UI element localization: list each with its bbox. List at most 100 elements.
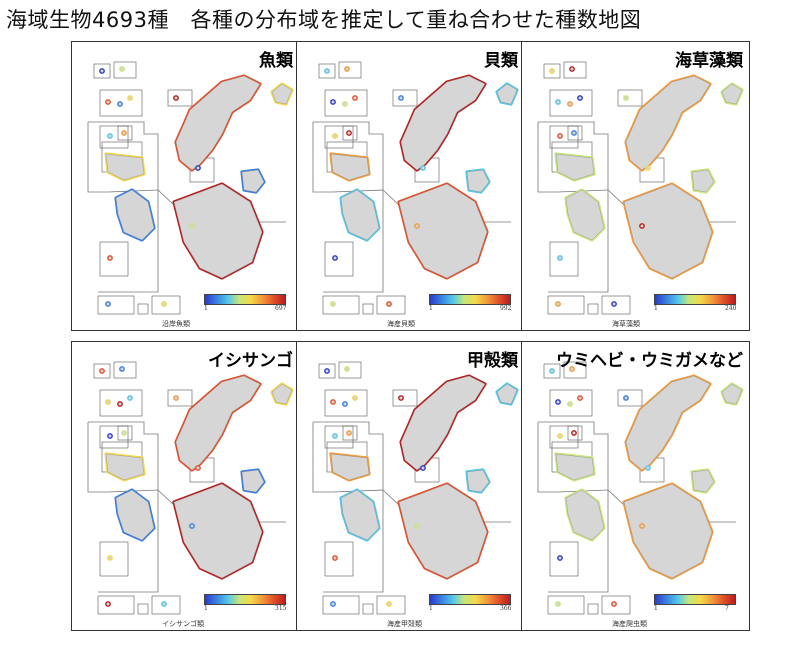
map-panel-shellfish: 貝類 1 992 海産貝類 (296, 41, 525, 331)
islet (332, 133, 338, 139)
inset-frame (543, 363, 561, 379)
yaeyama-west-island-outline (565, 189, 605, 241)
inset-frame (338, 361, 362, 379)
inset-frame (547, 295, 585, 315)
islet (332, 255, 338, 261)
colorbar-max-label: 315 (275, 605, 287, 612)
miyako-islands-outline (398, 483, 488, 579)
kerama-islands-outline (271, 83, 293, 105)
species-richness-map (537, 361, 744, 615)
inset-frame (342, 125, 358, 141)
okinawa-main-island-outline (625, 75, 711, 171)
inset-frame (322, 295, 360, 315)
islet (105, 601, 111, 607)
map-caption: 海産爬虫類 (612, 620, 647, 628)
colorbar (429, 594, 511, 605)
islet (567, 101, 573, 107)
inset-frame (137, 303, 149, 315)
islet (332, 555, 338, 561)
islet (386, 601, 392, 607)
inset-frame (117, 425, 133, 441)
inset-frame (338, 61, 362, 79)
inset-frame (99, 389, 143, 417)
islet (569, 66, 575, 72)
species-richness-map (312, 61, 519, 315)
islet (107, 255, 113, 261)
islet (189, 523, 195, 529)
inset-frame (549, 389, 593, 417)
inset-frame (93, 63, 111, 79)
map-caption: 海産貝類 (387, 320, 415, 328)
daito-islands-outline (241, 169, 265, 193)
islet (173, 395, 179, 401)
ishigaki-island-outline (555, 453, 595, 481)
islet (330, 399, 336, 405)
islet (161, 301, 167, 307)
colorbar-min-label: 1 (654, 605, 658, 612)
species-richness-map (87, 361, 294, 615)
islet (346, 430, 352, 436)
map-caption: 海産甲殻類 (387, 620, 422, 628)
region-divider-line (548, 490, 609, 593)
inset-frame (392, 389, 418, 407)
colorbar-max-label: 697 (275, 305, 287, 312)
inset-frame (342, 425, 358, 441)
islet (161, 601, 167, 607)
colorbar-max-label: 240 (725, 305, 737, 312)
islet (173, 95, 179, 101)
miyako-islands-outline (623, 183, 713, 279)
colorbar (654, 594, 736, 605)
ishigaki-island-outline (105, 153, 145, 181)
islet (555, 601, 561, 607)
islet (555, 399, 561, 405)
inset-frame (97, 595, 135, 615)
map-panel-crustacean: 甲殻類 1 366 海産甲殻類 (296, 341, 525, 631)
islet (571, 430, 577, 436)
inset-frame (99, 125, 129, 149)
islet (557, 433, 563, 439)
panel-title: ウミヘビ・ウミガメなど (556, 351, 743, 371)
inset-frame (318, 363, 336, 379)
inset-frame (547, 595, 585, 615)
colorbar-min-label: 1 (204, 305, 208, 312)
okinawa-main-island-outline (625, 375, 711, 471)
islet (330, 99, 336, 105)
islet (555, 301, 561, 307)
inset-frame (543, 63, 561, 79)
panel-title: 海草藻類 (675, 51, 743, 71)
islet (324, 68, 330, 74)
islet (549, 368, 555, 374)
page-title: 海域生物4693種 各種の分布域を推定して重ね合わせた種数地図 (6, 8, 642, 32)
inset-frame (563, 61, 587, 79)
islet (398, 95, 404, 101)
panel-title: 魚類 (259, 51, 293, 71)
islet (549, 68, 555, 74)
inset-frame (322, 595, 360, 615)
islet (414, 523, 420, 529)
yaeyama-west-island-outline (115, 489, 155, 541)
daito-islands-outline (691, 469, 715, 493)
islet (623, 395, 629, 401)
colorbar (429, 294, 511, 305)
inset-frame (324, 389, 368, 417)
panel-title: イシサンゴ (208, 351, 293, 371)
colorbar-min-label: 1 (654, 305, 658, 312)
inset-frame (324, 89, 368, 117)
kerama-islands-outline (496, 383, 518, 405)
map-caption: 沿岸魚類 (162, 320, 190, 328)
miyako-islands-outline (173, 483, 263, 579)
inset-frame (167, 89, 193, 107)
islet (119, 66, 125, 72)
inset-frame (324, 125, 354, 149)
inset-frame (99, 425, 129, 449)
ishigaki-island-outline (330, 153, 370, 181)
islet (386, 301, 392, 307)
islet (577, 95, 583, 101)
inset-frame (567, 125, 583, 141)
miyako-islands-outline (173, 183, 263, 279)
inset-frame (117, 125, 133, 141)
region-divider-line (98, 190, 159, 293)
inset-frame (392, 89, 418, 107)
inset-frame (113, 361, 137, 379)
islet (352, 95, 358, 101)
